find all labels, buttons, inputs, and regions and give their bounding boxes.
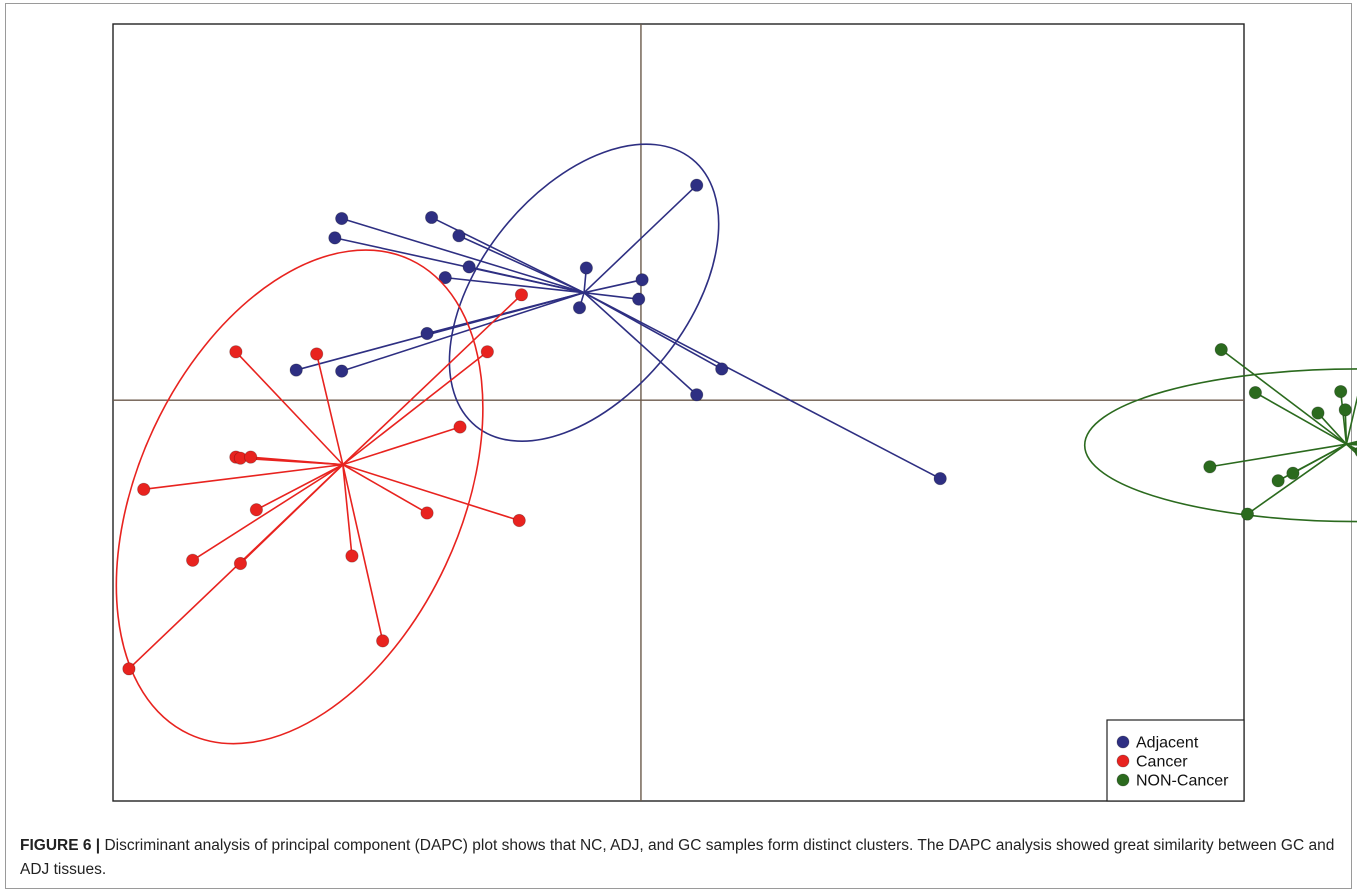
centroid-spoke: [342, 463, 520, 522]
data-point: [345, 549, 359, 563]
plot-area-border: [112, 23, 1245, 802]
caption-text: Discriminant analysis of principal compo…: [20, 837, 1335, 878]
data-point: [335, 364, 349, 378]
data-point: [1203, 460, 1217, 474]
data-point: [376, 634, 390, 648]
centroid-spoke: [1317, 412, 1347, 445]
confidence-ellipse: [1083, 368, 1357, 523]
centroid-spoke: [1209, 443, 1347, 468]
data-point: [438, 271, 452, 285]
data-point: [1271, 474, 1285, 488]
data-point: [690, 388, 704, 402]
centroid-spoke: [342, 351, 488, 466]
data-point: [514, 288, 529, 302]
data-point: [480, 345, 494, 359]
centroid-spoke: [1254, 391, 1347, 445]
series-cancer: [115, 249, 529, 745]
data-point: [452, 229, 466, 243]
data-point: [1338, 403, 1352, 417]
centroid-spoke: [341, 291, 585, 372]
caption-label: FIGURE 6 |: [20, 837, 101, 854]
data-point: [1334, 384, 1348, 399]
data-point: [122, 662, 136, 676]
data-point: [690, 178, 704, 192]
legend-label: Adjacent: [1136, 735, 1199, 752]
figure-caption: FIGURE 6 | Discriminant analysis of prin…: [20, 834, 1340, 882]
data-point: [1354, 446, 1357, 457]
data-point: [453, 420, 467, 434]
centroid-spoke: [1345, 443, 1357, 456]
data-point: [420, 506, 434, 520]
centroid-spoke: [583, 292, 698, 396]
data-point: [328, 231, 342, 245]
data-point: [579, 261, 593, 275]
series-non-cancer: [1083, 343, 1357, 523]
confidence-ellipse: [115, 249, 484, 745]
data-point: [462, 260, 476, 274]
centroid-spoke: [342, 464, 353, 557]
data-point: [1214, 343, 1228, 357]
centroid-spoke: [1292, 443, 1347, 474]
centroid-spoke: [235, 351, 344, 466]
data-point: [1286, 466, 1300, 480]
data-point: [1248, 386, 1262, 400]
data-point: [572, 301, 587, 315]
centroid-spoke: [250, 456, 343, 466]
data-point: [715, 362, 729, 376]
chart-marks: [115, 143, 1357, 745]
centroid-spoke: [583, 291, 639, 300]
data-point: [233, 556, 248, 571]
data-point: [512, 513, 526, 528]
data-point: [632, 292, 646, 306]
legend-marker: [1116, 754, 1130, 768]
legend-marker: [1116, 773, 1130, 787]
centroid-spoke: [255, 463, 344, 511]
data-point: [424, 210, 439, 225]
centroid-spoke: [458, 234, 585, 294]
data-point: [229, 345, 243, 359]
centroid-spoke: [342, 464, 384, 642]
centroid-spoke: [583, 291, 941, 480]
legend-marker: [1116, 735, 1130, 749]
data-point: [244, 450, 258, 464]
data-point: [420, 326, 434, 341]
centroid-spoke: [342, 294, 523, 466]
data-point: [1311, 406, 1325, 420]
centroid-spoke: [1220, 348, 1347, 445]
data-point: [186, 553, 200, 567]
data-point: [137, 482, 151, 496]
centroid-spoke: [583, 184, 698, 294]
centroid-spoke: [1345, 395, 1357, 445]
legend-box: [1106, 719, 1245, 802]
centroid-spoke: [445, 276, 585, 294]
centroid-spoke: [1246, 443, 1347, 515]
confidence-ellipse: [448, 143, 720, 442]
centroid-spoke: [342, 426, 461, 466]
centroid-spoke: [341, 217, 585, 294]
centroid-spoke: [468, 266, 585, 294]
centroid-spoke: [583, 278, 643, 294]
data-point: [635, 273, 649, 287]
data-point: [310, 347, 324, 361]
legend: Adjacent Cancer NON-Cancer: [1106, 719, 1245, 802]
centroid-spoke: [192, 463, 344, 561]
data-point: [933, 471, 947, 486]
centroid-spoke: [295, 291, 585, 371]
data-point: [1240, 507, 1255, 521]
legend-label: Cancer: [1136, 754, 1188, 771]
legend-label: NON-Cancer: [1136, 773, 1229, 790]
data-point: [289, 363, 303, 377]
centroid-spoke: [315, 353, 344, 465]
centroid-spoke: [342, 463, 428, 514]
centroid-spoke: [143, 463, 343, 491]
data-point: [335, 211, 349, 226]
series-adjacent: [289, 143, 947, 486]
data-point: [249, 503, 263, 517]
